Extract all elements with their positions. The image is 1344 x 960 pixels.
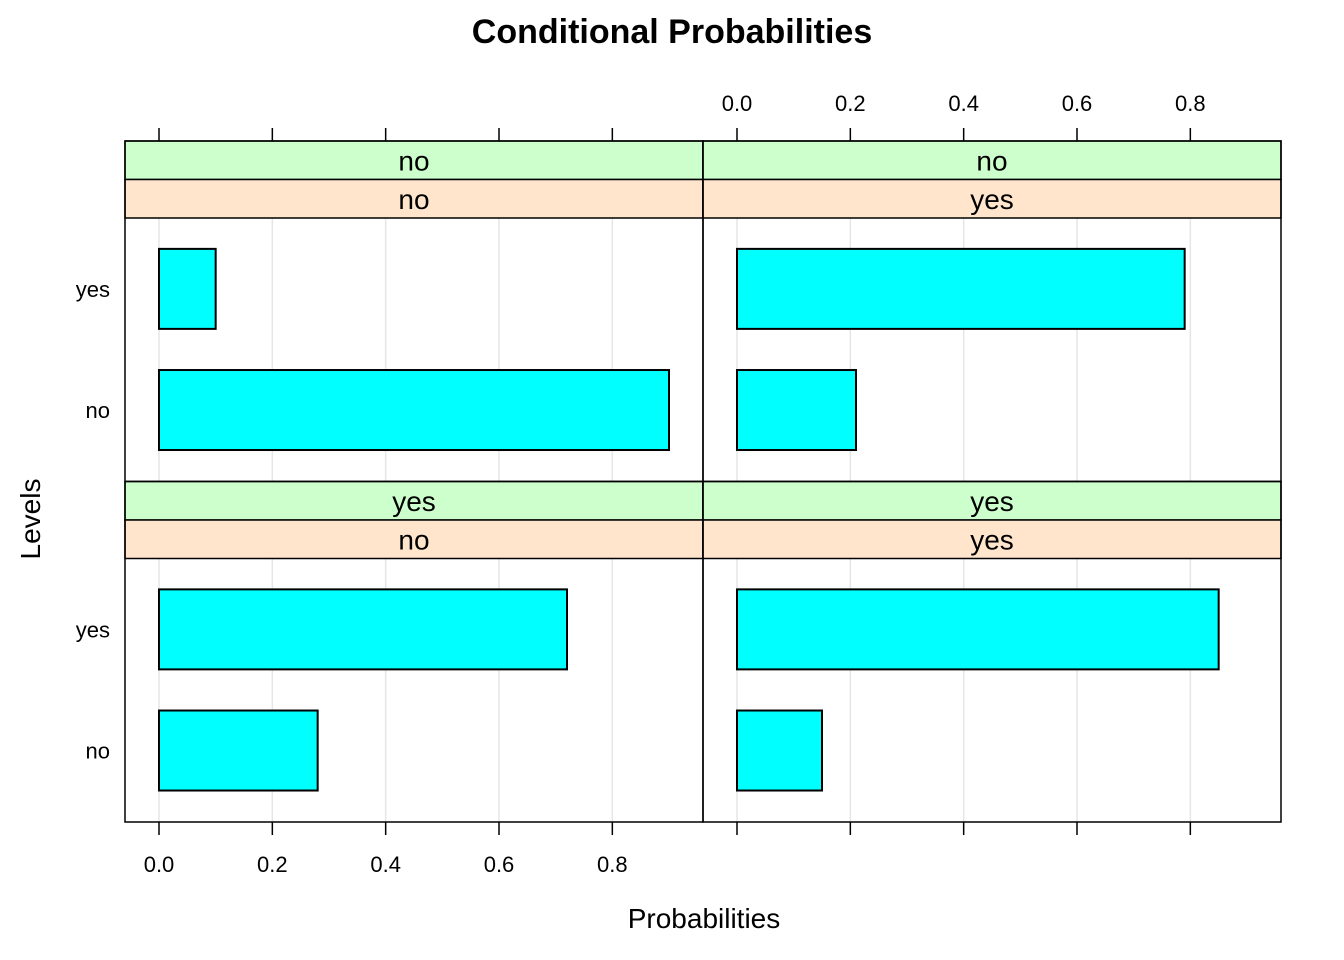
x-tick-label: 0.8 — [1175, 91, 1206, 116]
strip-label: no — [976, 145, 1007, 176]
bar-yes — [736, 588, 1220, 671]
strip-label: yes — [970, 184, 1014, 215]
strip-label: yes — [970, 486, 1014, 517]
y-tick-label: no — [86, 739, 110, 764]
strip — [124, 519, 704, 560]
y-tick-label: yes — [76, 617, 110, 642]
panel-border — [702, 480, 1282, 823]
y-axis-title: Levels — [15, 479, 46, 560]
strip — [124, 140, 704, 181]
strip-label: no — [398, 145, 429, 176]
chart-title: Conditional Probabilities — [472, 13, 872, 51]
strip-label: no — [398, 184, 429, 215]
x-tick-label: 0.4 — [370, 852, 401, 877]
panel-4: yes yes — [702, 480, 1282, 823]
bar-no — [158, 369, 670, 452]
strip — [702, 178, 1282, 219]
strip-label: yes — [970, 524, 1014, 555]
panel-2: no yes — [702, 140, 1282, 483]
x-tick-label: 0.6 — [1062, 91, 1093, 116]
x-tick-label: 0.6 — [484, 852, 515, 877]
bar-yes — [158, 247, 217, 330]
bar-yes — [158, 588, 568, 671]
x-tick-label: 0.2 — [257, 852, 288, 877]
x-tick-label: 0.2 — [835, 91, 866, 116]
x-tick-label: 0.0 — [144, 852, 175, 877]
x-tick-label: 0.4 — [948, 91, 979, 116]
bar-no — [736, 369, 857, 452]
x-tick-label: 0.0 — [722, 91, 753, 116]
panels: no yes no no no yes no yes yes no yes yes 0.0 0.2 0.4 0… — [76, 91, 1282, 877]
panel-3: no yes yes no — [76, 480, 704, 823]
y-tick-label: yes — [76, 277, 110, 302]
strip-label: yes — [392, 486, 436, 517]
y-tick-label: no — [86, 398, 110, 423]
strip-label: no — [398, 524, 429, 555]
x-axis-title: Probabilities — [628, 903, 781, 934]
bar-no — [158, 709, 319, 792]
strip — [702, 480, 1282, 521]
x-tick-label: 0.8 — [597, 852, 628, 877]
bar-no — [736, 709, 823, 792]
bar-yes — [736, 247, 1186, 330]
panel-1: no yes no no — [76, 140, 704, 483]
